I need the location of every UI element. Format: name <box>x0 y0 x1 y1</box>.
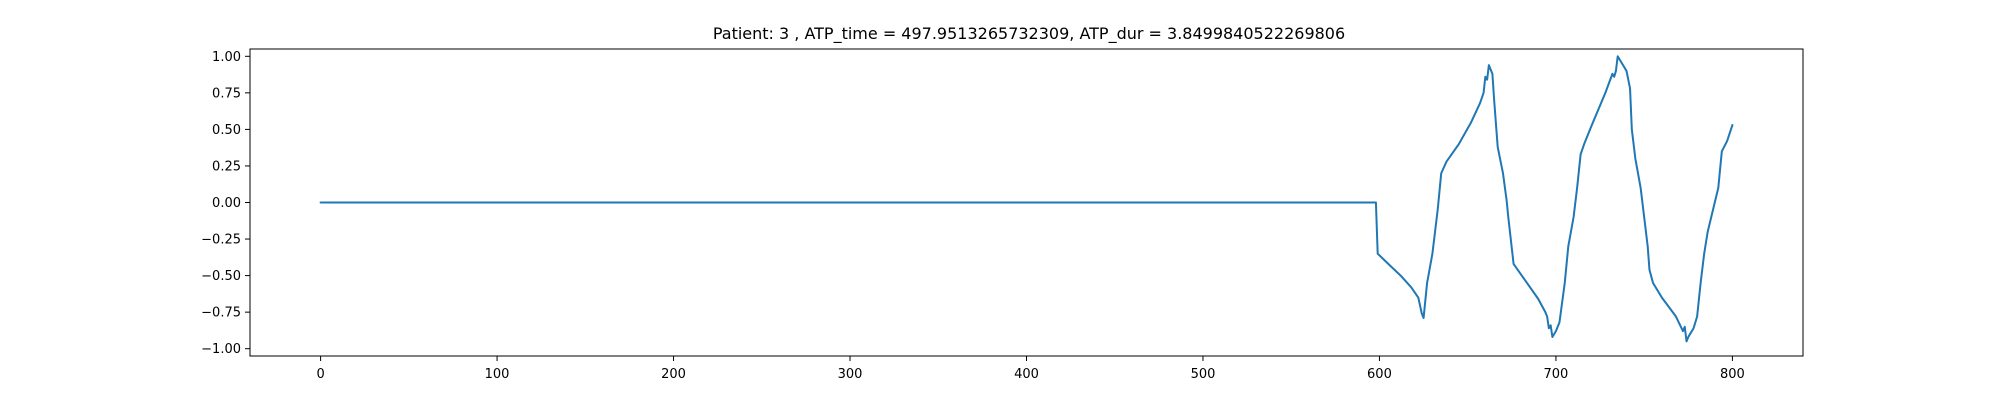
x-tick-label-5: 500 <box>1191 367 1216 382</box>
series-line-0 <box>319 55 1734 343</box>
chart-title: Patient: 3 , ATP_time = 497.951326573230… <box>713 24 1345 44</box>
y-tick-label-6: 0.50 <box>212 123 241 138</box>
y-tick-label-3: −0.25 <box>201 233 241 248</box>
y-tick-label-8: 1.00 <box>212 50 241 65</box>
x-tick-label-8: 800 <box>1720 367 1745 382</box>
y-tick-label-4: 0.00 <box>212 196 241 211</box>
x-tick-label-2: 200 <box>661 367 686 382</box>
y-tick-label-0: −1.00 <box>201 342 241 357</box>
y-tick-label-1: −0.75 <box>201 306 241 321</box>
y-tick-label-7: 0.75 <box>212 86 241 101</box>
plot-area: 0 100 200 300 400 500 600 700 800 −1.00 −0.75 −0.50… <box>201 48 1804 382</box>
y-tick-label-5: 0.25 <box>212 159 241 174</box>
x-tick-label-3: 300 <box>838 367 863 382</box>
x-tick-label-1: 100 <box>485 367 510 382</box>
x-tick-label-7: 700 <box>1544 367 1569 382</box>
x-tick-label-4: 400 <box>1014 367 1039 382</box>
x-tick-label-0: 0 <box>316 367 324 382</box>
y-tick-label-2: −0.50 <box>201 269 241 284</box>
x-tick-label-6: 600 <box>1367 367 1392 382</box>
